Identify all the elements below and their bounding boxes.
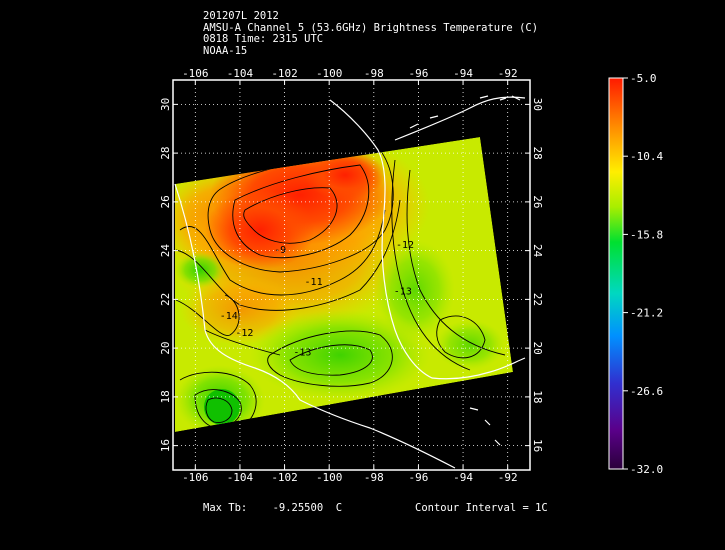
contour-label: -13 [394,287,412,298]
title-line-satellite: NOAA-15 [203,44,248,57]
longitude-label-bottom: -100 [316,471,343,484]
colorbar [608,77,624,470]
latitude-label-right: 28 [531,147,544,160]
max-tb-unit: C [335,502,343,514]
latitude-label-left: 28 [159,147,172,160]
map-frame [172,79,531,471]
longitude-label-bottom: -104 [227,471,254,484]
latitude-label-right: 16 [531,439,544,452]
latitude-label-left: 20 [159,342,172,355]
longitude-label-top: -96 [409,67,429,80]
colorbar-labels: -5.0 -10.4 -15.8 -21.2 -26.6 -32.0 [623,72,663,476]
latitude-label-right: 22 [531,293,544,306]
longitude-labels-top: -106 -104 -102 -100 -98 -96 -94 -92 [182,67,518,80]
latitude-label-left: 18 [159,390,172,403]
latitude-label-right: 30 [531,98,544,111]
longitude-label-top: -94 [453,67,473,80]
longitude-label-bottom: -106 [182,471,209,484]
longitude-label-bottom: -94 [453,471,473,484]
contour-lines [175,149,506,432]
contour-label: -14 [220,311,238,322]
latitude-label-right: 26 [531,195,544,208]
latitude-labels-left: 16 18 20 22 24 26 28 30 [159,98,172,453]
contour-labels: -9 -11 -13 -13 -12 -12 -14 [220,240,414,358]
colorbar-label: -32.0 [630,463,663,476]
longitude-label-top: -98 [364,67,384,80]
colorbar-label: -15.8 [630,228,663,241]
contour-label: -12 [396,240,414,251]
max-tb-label: Max Tb: [203,502,248,514]
longitude-label-bottom: -92 [498,471,518,484]
colorbar-label: -26.6 [630,385,663,398]
longitude-label-top: -106 [182,67,209,80]
contour-label: -13 [293,347,311,358]
map-graticule [173,80,530,470]
contour-label: -12 [235,328,253,339]
title-line-channel: AMSU-A Channel 5 (53.6GHz) Brightness Te… [203,21,539,34]
latitude-label-right: 20 [531,342,544,355]
coastline [174,95,526,469]
latitude-label-left: 22 [159,293,172,306]
latitude-label-right: 18 [531,390,544,403]
colorbar-label: -5.0 [630,72,657,85]
longitude-label-bottom: -102 [271,471,298,484]
max-tb-readout: Max Tb: -9.25500 C [203,502,342,514]
latitude-label-left: 30 [159,98,172,111]
longitude-labels-bottom: -106 -104 -102 -100 -98 -96 -94 -92 [182,471,518,484]
latitude-label-left: 26 [159,195,172,208]
map-title-block: 201207L 2012 AMSU-A Channel 5 (53.6GHz) B… [203,10,539,57]
colorbar-label: -10.4 [630,150,663,163]
latitude-label-left: 16 [159,439,172,452]
contour-interval-readout: Contour Interval = 1C [415,502,548,514]
latitude-label-right: 24 [531,244,544,258]
latitude-label-left: 24 [159,244,172,258]
longitude-label-bottom: -96 [409,471,429,484]
title-line-storm: 201207L 2012 [203,10,279,22]
latitude-labels-right: 16 18 20 22 24 26 28 30 [531,98,544,453]
longitude-label-top: -92 [498,67,518,80]
longitude-label-top: -100 [316,67,343,80]
max-tb-value: -9.25500 [272,502,324,514]
longitude-label-top: -102 [271,67,298,80]
contour-label: -9 [274,245,286,256]
contour-label: -11 [305,277,323,288]
title-line-time: 0818 Time: 2315 UTC [203,33,324,45]
longitude-label-bottom: -98 [364,471,384,484]
longitude-label-top: -104 [227,67,254,80]
colorbar-label: -21.2 [630,307,663,320]
